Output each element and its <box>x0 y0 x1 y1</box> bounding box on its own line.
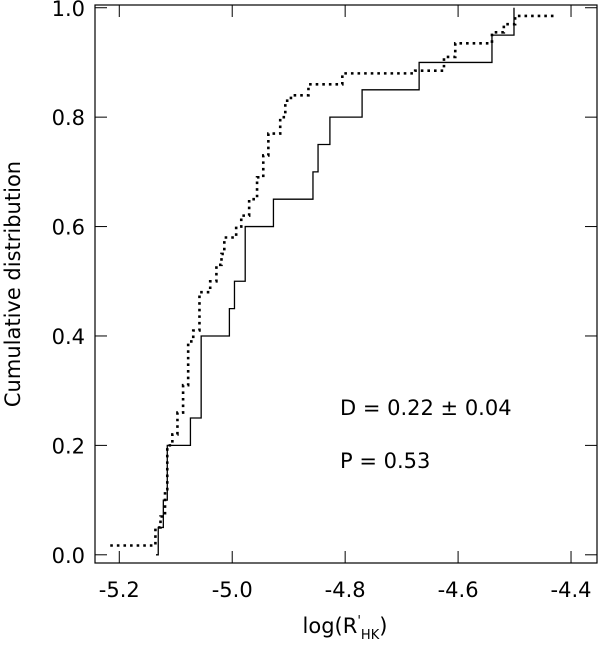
x-tick-label: -4.4 <box>551 578 592 602</box>
y-tick-label: 0.6 <box>52 216 85 240</box>
y-axis-label: Cumulative distribution <box>1 161 25 407</box>
y-tick-label: 0.2 <box>52 434 85 458</box>
plot-frame <box>94 4 598 564</box>
x-tick-label: -4.8 <box>325 578 366 602</box>
y-tick-label: 0.8 <box>52 106 85 130</box>
x-axis-label: log(R'HK) <box>303 614 388 643</box>
annotation: P = 0.53 <box>340 449 430 473</box>
x-label-main: log(R <box>303 614 358 638</box>
x-label-close: ) <box>379 614 387 638</box>
x-tick-label: -5.0 <box>212 578 253 602</box>
x-tick-label: -4.6 <box>438 578 479 602</box>
y-tick-label: 0.0 <box>52 544 85 568</box>
annotation: D = 0.22 ± 0.04 <box>340 396 512 420</box>
step-line <box>110 14 556 547</box>
y-tick-label: 1.0 <box>52 0 85 21</box>
x-label-sup: ' <box>357 614 361 629</box>
x-tick-label: -5.2 <box>99 578 140 602</box>
x-label-sub: HK <box>361 628 380 643</box>
y-tick-label: 0.4 <box>52 325 85 349</box>
